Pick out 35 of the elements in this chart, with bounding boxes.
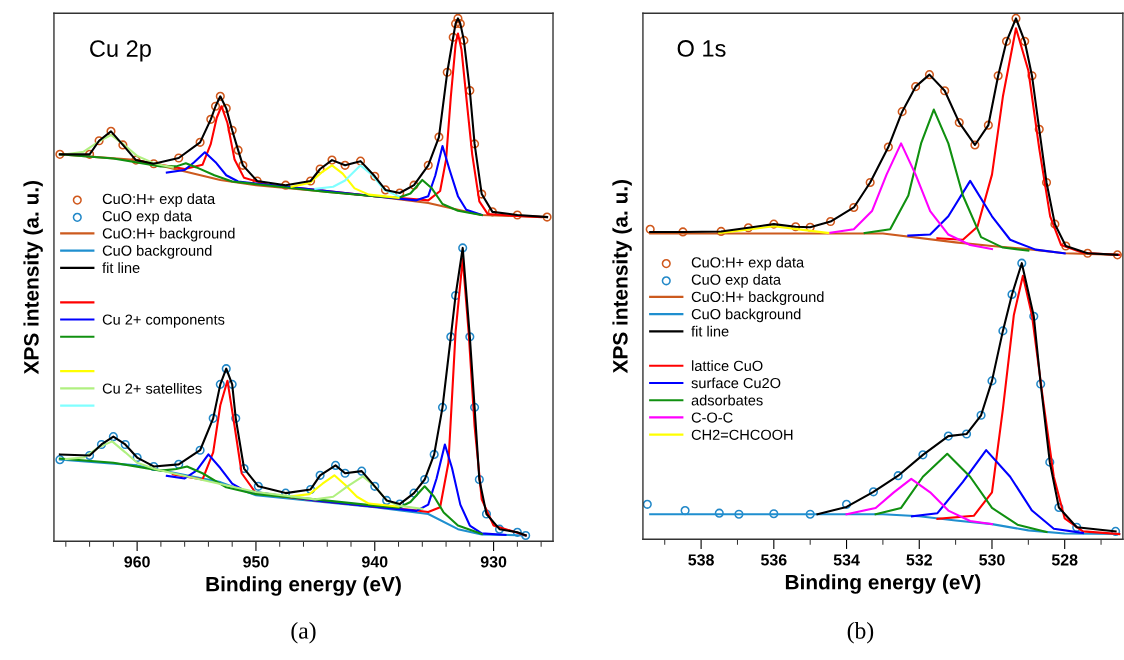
legend-label: lattice CuO [692,360,763,372]
x-tick-label: 532 [906,554,932,566]
x-tick-label: 528 [1051,554,1078,566]
x-tick-label: 534 [833,554,860,566]
y-axis-title: XPS intensity (a. u.) [612,180,632,374]
x-tick-label: 950 [243,556,269,568]
x-tick-label: 940 [362,556,388,568]
text: (b) [847,622,874,644]
legend-label: CuO background [691,308,801,323]
y-axis-title: XPS intensity (a. u.) [23,180,43,375]
legend-label: fit line [102,262,140,274]
legend-label: CuO:H+ exp data [102,193,216,207]
x-tick-label: 538 [688,554,714,566]
x-tick-label: 530 [979,554,1005,566]
text: (a) [291,622,316,644]
legend-label: surface Cu2O [691,377,781,389]
legend-label: fit line [691,325,729,337]
legend-label: CuO:H+ background [691,291,824,305]
legend-label: Cu 2+ satellites [102,383,202,394]
legend-label: CuO:H+ background [102,227,235,242]
legend-label: adsorbates [691,394,763,406]
text: O 1s [677,40,726,57]
legend-label: CuO exp data [102,210,193,225]
legend-label: C-O-C [691,412,733,423]
x-tick-label: 536 [760,554,787,566]
x-tick-label: 960 [124,556,150,568]
legend-label: Cu 2+ components [102,314,225,328]
legend-label: CuO:H+ exp data [691,256,805,271]
x-axis-title: Binding energy (eV) [785,574,981,594]
legend-label: CuO exp data [691,274,782,288]
legend-label: CuO background [102,245,212,259]
legend-label: CH2=CHCOOH [691,429,793,440]
x-axis-title: Binding energy (eV) [206,576,401,596]
x-tick-label: 930 [480,556,507,568]
text: Cu 2p [90,40,151,62]
